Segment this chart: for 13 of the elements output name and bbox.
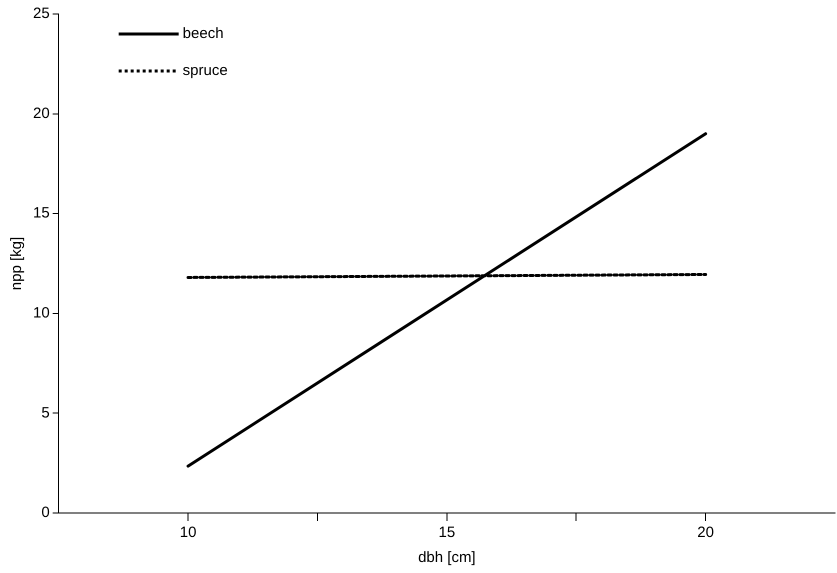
y-tick-label: 5 <box>41 404 50 422</box>
x-tick-label: 10 <box>180 524 196 542</box>
x-tick-label: 15 <box>438 524 456 542</box>
x-axis-title: dbh [cm] <box>418 549 476 566</box>
y-tick-label: 25 <box>32 5 50 22</box>
y-tick-label: 15 <box>32 204 50 222</box>
x-tick-label: 20 <box>697 524 714 542</box>
y-tick-label: 0 <box>41 504 50 522</box>
y-tick-label: 20 <box>32 104 50 122</box>
y-axis-title: npp [kg] <box>8 236 26 290</box>
y-tick-label: 10 <box>32 304 50 322</box>
legend-label: beech <box>182 25 224 42</box>
legend-label: spruce <box>182 62 228 80</box>
